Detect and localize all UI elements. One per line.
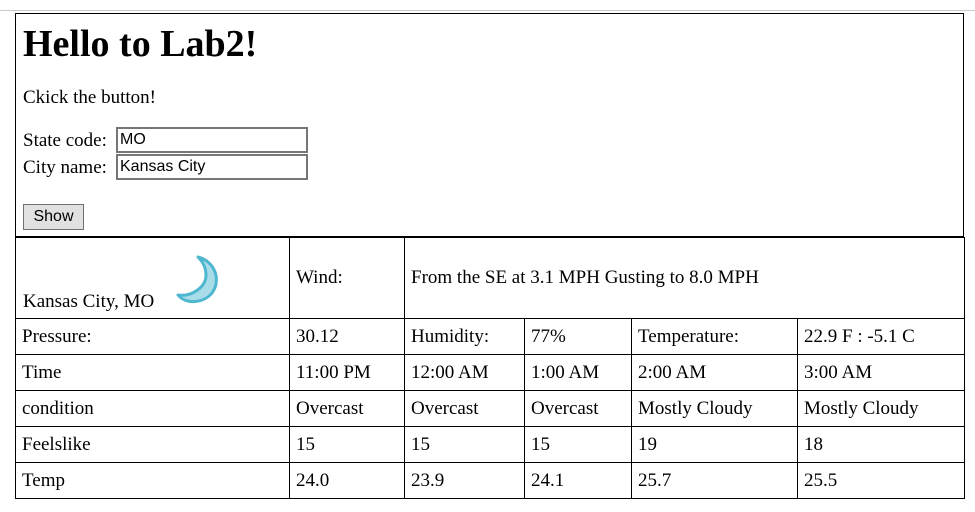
temp-cell: 25.7 bbox=[631, 462, 798, 499]
temp-cell: 25.5 bbox=[796, 462, 966, 499]
condition-cell: Overcast bbox=[524, 390, 632, 427]
state-label: State code: bbox=[23, 129, 107, 151]
table-row-feelslike: Feelslike 15 15 15 19 18 bbox=[15, 426, 966, 463]
wind-value: From the SE at 3.1 MPH Gusting to 8.0 MP… bbox=[403, 237, 966, 319]
temp-cell: 23.9 bbox=[404, 462, 525, 499]
row-label-temp: Temp bbox=[15, 462, 290, 499]
table-row-condition: condition Overcast Overcast Overcast Mos… bbox=[15, 390, 966, 427]
city-label: City name: bbox=[23, 156, 107, 178]
temp-cell: 24.0 bbox=[289, 462, 405, 499]
time-cell: 2:00 AM bbox=[631, 354, 798, 391]
table-row-pressure: Pressure: 30.12 Humidity: 77% Temperatur… bbox=[15, 318, 966, 355]
humidity-value: 77% bbox=[524, 318, 632, 355]
show-button[interactable]: Show bbox=[23, 204, 84, 230]
time-cell: 11:00 PM bbox=[289, 354, 405, 391]
wind-label: Wind: bbox=[289, 237, 405, 319]
instruction-text: Ckick the button! bbox=[23, 87, 156, 108]
row-label-condition: condition bbox=[15, 390, 290, 427]
feelslike-cell: 15 bbox=[404, 426, 525, 463]
condition-cell: Mostly Cloudy bbox=[796, 390, 966, 427]
humidity-label: Humidity: bbox=[404, 318, 525, 355]
row-label-feelslike: Feelslike bbox=[15, 426, 290, 463]
table-row-time: Time 11:00 PM 12:00 AM 1:00 AM 2:00 AM 3… bbox=[15, 354, 966, 391]
city-name-input[interactable] bbox=[116, 154, 308, 180]
condition-cell: Overcast bbox=[289, 390, 405, 427]
table-row-header: Kansas City, MO Wind: From the SE at 3.1… bbox=[15, 237, 966, 319]
time-cell: 12:00 AM bbox=[404, 354, 525, 391]
page-title: Hello to Lab2! bbox=[23, 23, 258, 65]
feelslike-cell: 18 bbox=[796, 426, 966, 463]
condition-cell: Overcast bbox=[404, 390, 525, 427]
crescent-moon-icon bbox=[176, 255, 218, 303]
state-row: State code: bbox=[23, 127, 308, 153]
form-panel: Hello to Lab2! Ckick the button! State c… bbox=[15, 13, 964, 238]
time-cell: 1:00 AM bbox=[524, 354, 632, 391]
location-text: Kansas City, MO bbox=[23, 291, 155, 312]
state-code-input[interactable] bbox=[116, 127, 308, 153]
time-cell: 3:00 AM bbox=[796, 354, 966, 391]
feelslike-cell: 15 bbox=[289, 426, 405, 463]
pressure-value: 30.12 bbox=[289, 318, 405, 355]
city-row: City name: bbox=[23, 154, 308, 180]
temperature-value: 22.9 F : -5.1 C bbox=[796, 318, 966, 355]
condition-cell: Mostly Cloudy bbox=[631, 390, 798, 427]
temperature-label: Temperature: bbox=[631, 318, 798, 355]
temp-cell: 24.1 bbox=[524, 462, 632, 499]
row-label-time: Time bbox=[15, 354, 290, 391]
table-row-temp: Temp 24.0 23.9 24.1 25.7 25.5 bbox=[15, 462, 966, 499]
pressure-label: Pressure: bbox=[15, 318, 290, 355]
weather-table: Kansas City, MO Wind: From the SE at 3.1… bbox=[15, 237, 966, 499]
feelslike-cell: 19 bbox=[631, 426, 798, 463]
top-divider bbox=[0, 10, 975, 11]
location-cell: Kansas City, MO bbox=[15, 237, 290, 319]
feelslike-cell: 15 bbox=[524, 426, 632, 463]
